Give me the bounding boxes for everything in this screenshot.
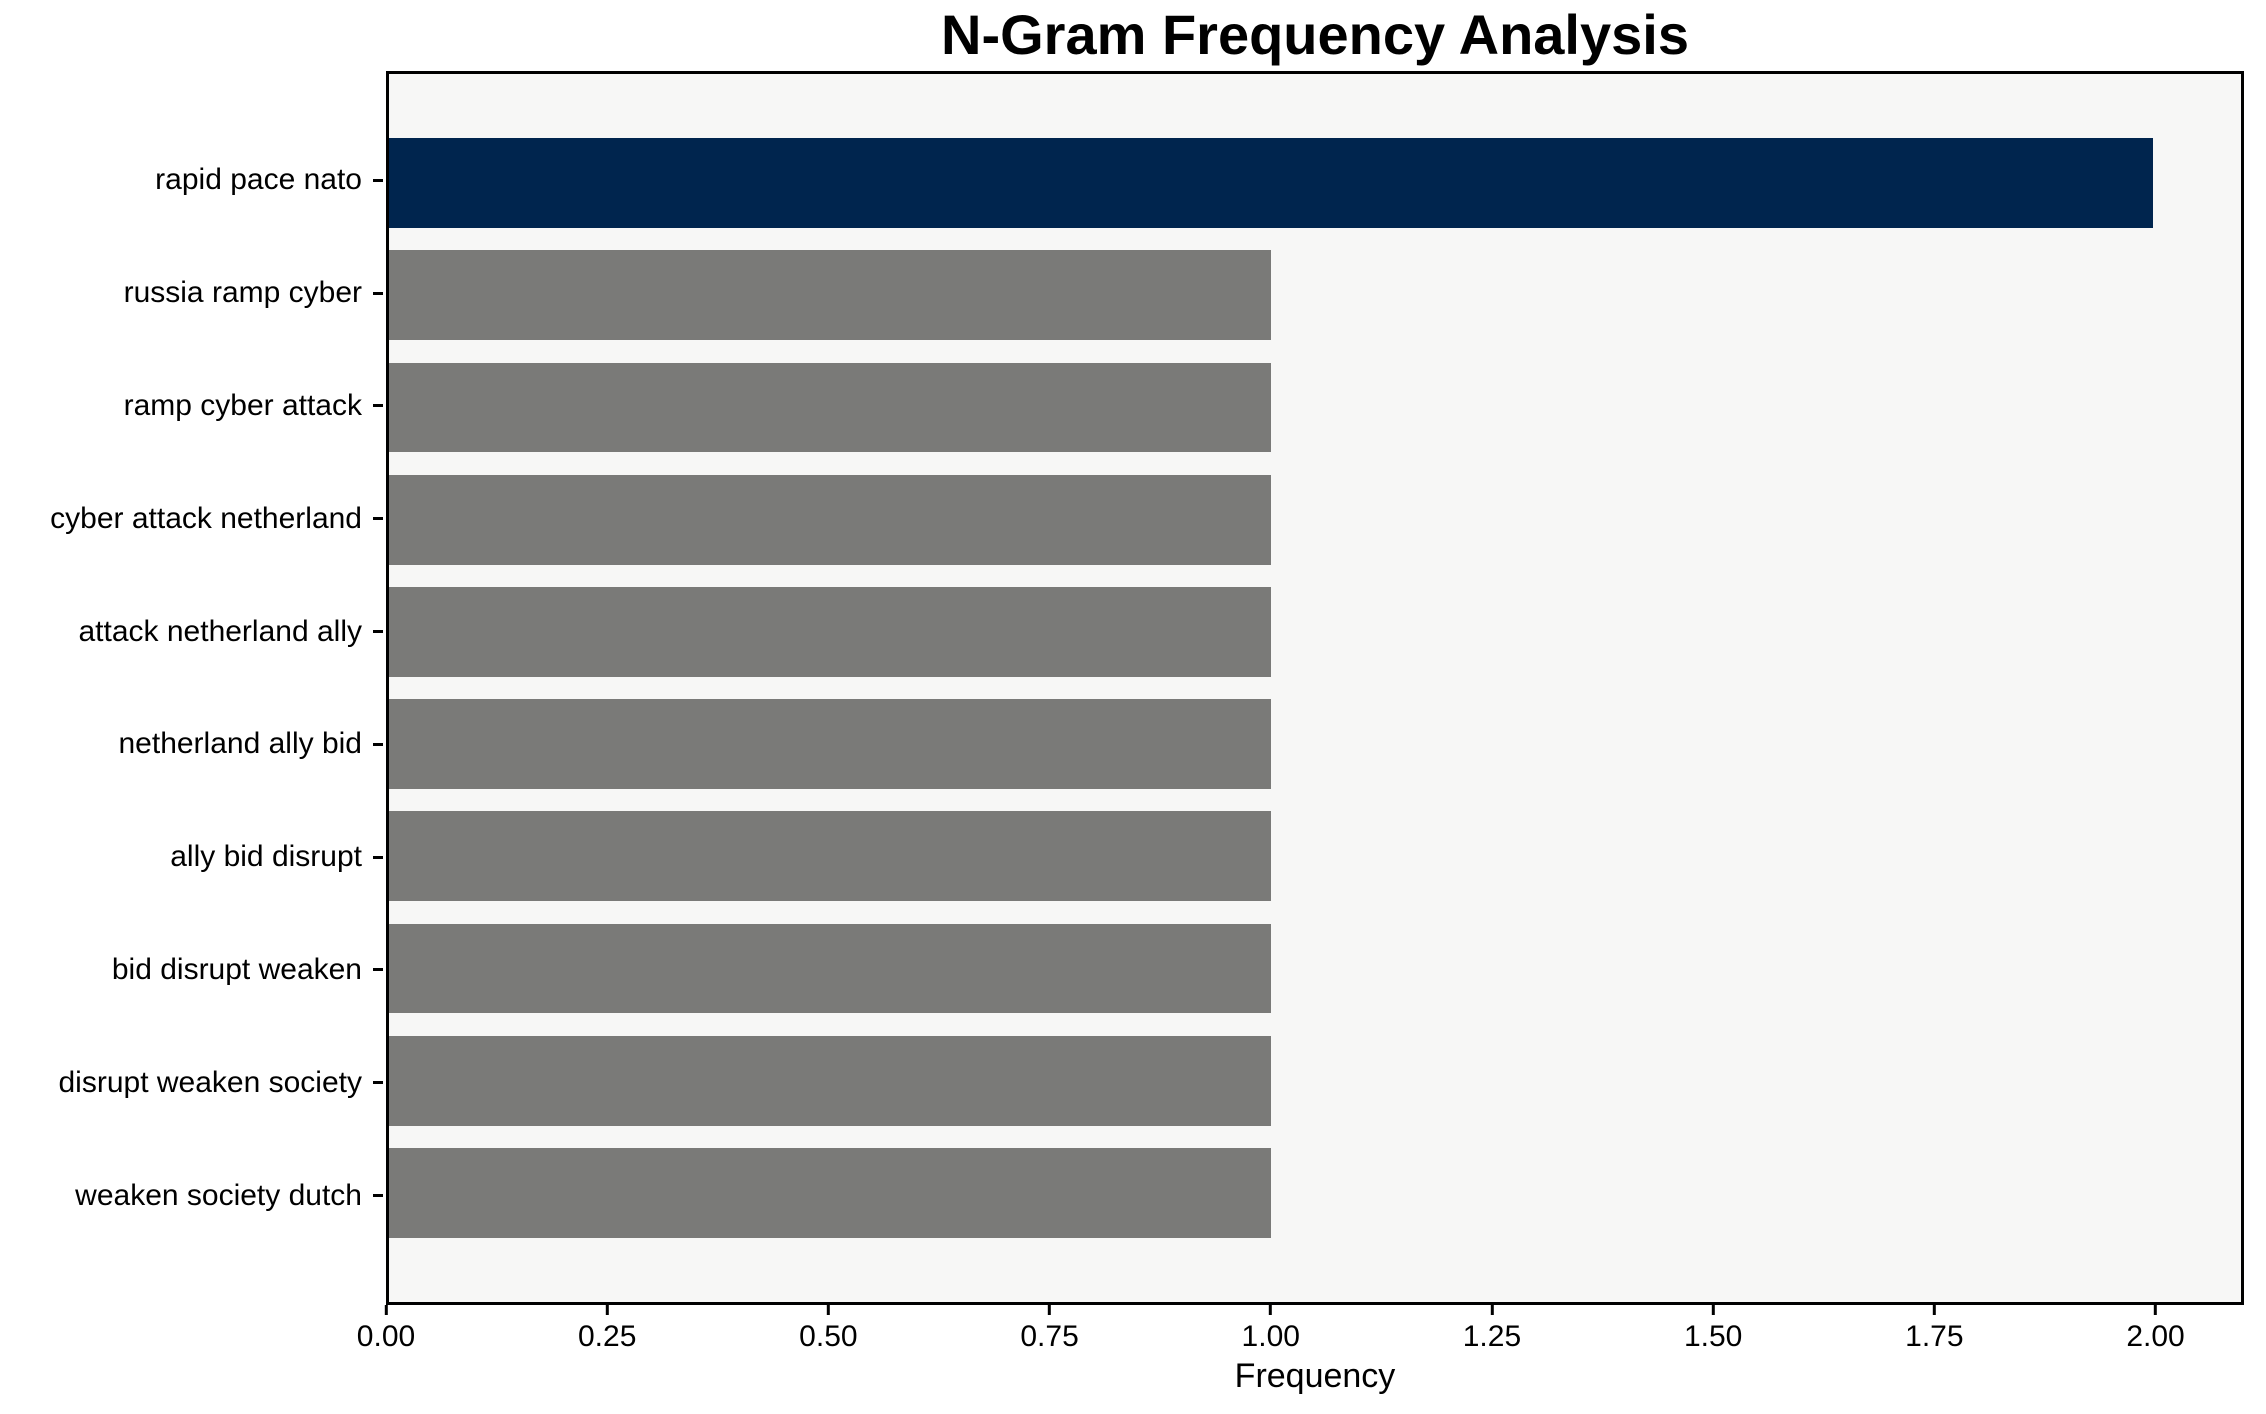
x-tick-label: 0.50 xyxy=(799,1320,858,1353)
y-tick-row: cyber attack netherland xyxy=(0,462,383,575)
y-axis: rapid pace nato russia ramp cyber ramp cyb… xyxy=(0,71,383,1305)
y-tick-row: weaken society dutch xyxy=(0,1139,383,1252)
x-tick: 0.25 xyxy=(578,1305,636,1354)
chart-title: N-Gram Frequency Analysis xyxy=(941,3,1689,66)
bar-row xyxy=(389,912,2241,1024)
y-tick-row: attack netherland ally xyxy=(0,575,383,688)
x-tick-mark xyxy=(384,1305,388,1315)
bar-row xyxy=(389,1137,2241,1249)
y-tick-mark xyxy=(373,742,383,746)
bar xyxy=(389,699,1271,789)
x-tick: 1.75 xyxy=(1905,1305,1964,1354)
y-tick-label: ramp cyber attack xyxy=(123,388,362,422)
y-tick-mark xyxy=(373,855,383,859)
y-tick-label: weaken society dutch xyxy=(75,1178,362,1212)
bar-row xyxy=(389,576,2241,688)
x-tick-mark xyxy=(1048,1305,1052,1315)
x-tick-mark xyxy=(826,1305,830,1315)
bar-row xyxy=(389,464,2241,576)
bar xyxy=(389,250,1271,341)
x-tick: 1.50 xyxy=(1684,1305,1742,1354)
y-tick-mark xyxy=(373,1081,383,1085)
y-tick-mark xyxy=(373,1194,383,1198)
y-tick-mark xyxy=(373,630,383,634)
x-tick-mark xyxy=(2154,1305,2158,1315)
x-tick-label: 0.75 xyxy=(1020,1320,1079,1353)
y-tick-label: disrupt weaken society xyxy=(58,1065,363,1099)
x-tick-label: 1.25 xyxy=(1462,1320,1522,1353)
plot-area xyxy=(386,71,2244,1305)
y-tick-label: netherland ally bid xyxy=(118,727,362,761)
y-tick-label: russia ramp cyber xyxy=(123,276,362,310)
bar xyxy=(389,138,2153,228)
bar xyxy=(389,362,1271,453)
y-tick-row: disrupt weaken society xyxy=(0,1026,383,1139)
y-tick-mark xyxy=(373,517,383,521)
x-axis-label: Frequency xyxy=(1234,1357,1396,1395)
x-tick-mark xyxy=(1269,1305,1273,1315)
x-tick-label: 1.00 xyxy=(1241,1320,1300,1353)
y-tick-label: bid disrupt weaken xyxy=(111,952,362,986)
bar-row xyxy=(389,239,2241,351)
y-tick-row: ally bid disrupt xyxy=(0,801,383,914)
bar-row xyxy=(389,800,2241,912)
y-tick-mark xyxy=(373,404,383,408)
x-tick: 0.75 xyxy=(1020,1305,1079,1354)
bars-container xyxy=(389,74,2241,1302)
x-tick-label: 1.75 xyxy=(1905,1320,1964,1353)
x-tick: 0.50 xyxy=(799,1305,858,1354)
y-tick-label: cyber attack netherland xyxy=(50,501,362,535)
bar xyxy=(389,1148,1271,1238)
y-tick-label: rapid pace nato xyxy=(155,163,362,197)
x-tick: 1.00 xyxy=(1242,1305,1300,1354)
x-tick-mark xyxy=(1490,1305,1494,1315)
bar-row xyxy=(389,351,2241,463)
bar-row xyxy=(389,1025,2241,1137)
y-tick-row: russia ramp cyber xyxy=(0,237,383,350)
y-tick-row: rapid pace nato xyxy=(0,124,383,237)
bar-row xyxy=(389,688,2241,800)
bar xyxy=(389,811,1271,902)
bar-row xyxy=(389,127,2241,239)
x-tick-mark xyxy=(1932,1305,1936,1315)
y-tick-label: attack netherland ally xyxy=(78,614,362,648)
y-tick-row: ramp cyber attack xyxy=(0,350,383,463)
y-tick-mark xyxy=(373,178,383,182)
bar xyxy=(389,587,1271,677)
y-tick-label: ally bid disrupt xyxy=(170,840,362,874)
x-tick-label: 1.50 xyxy=(1683,1320,1743,1353)
x-tick: 1.25 xyxy=(1463,1305,1521,1354)
x-tick: 0.00 xyxy=(357,1305,415,1354)
x-axis: 0.00 0.25 0.50 0.75 1.00 1.25 1.50 1.75 2.00 xyxy=(357,1305,2244,1357)
x-tick: 2.00 xyxy=(2126,1305,2185,1354)
bar xyxy=(389,474,1271,565)
bar xyxy=(389,1035,1271,1126)
x-tick-mark xyxy=(1711,1305,1715,1315)
x-tick-label: 2.00 xyxy=(2126,1320,2185,1353)
bar xyxy=(389,923,1271,1014)
x-tick-label: 0.00 xyxy=(356,1320,416,1353)
y-tick-mark xyxy=(373,291,383,295)
x-tick-mark xyxy=(605,1305,609,1315)
y-tick-mark xyxy=(373,968,383,972)
y-tick-row: netherland ally bid xyxy=(0,688,383,801)
y-tick-row: bid disrupt weaken xyxy=(0,914,383,1027)
x-tick-label: 0.25 xyxy=(577,1320,637,1353)
